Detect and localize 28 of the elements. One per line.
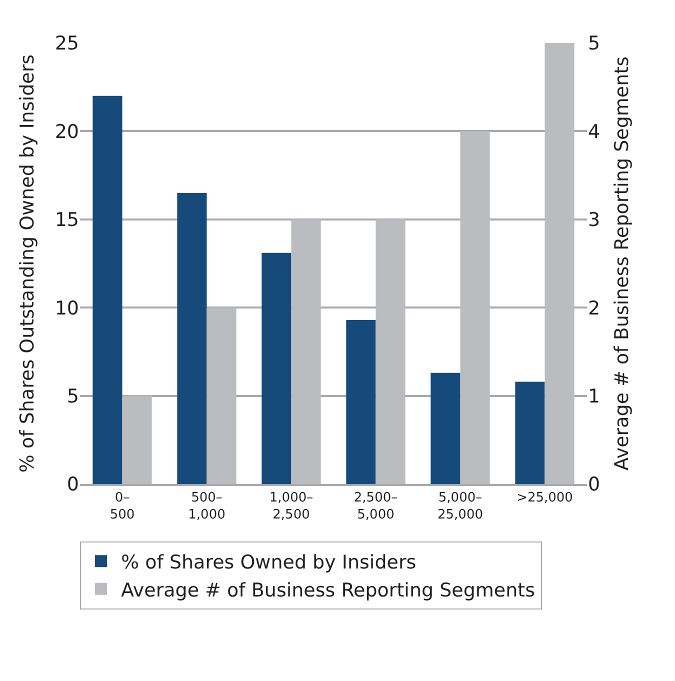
x-tick-label: 5,000– 25,000 [438, 490, 483, 522]
y-tick-label: 20 [54, 120, 79, 143]
bar [92, 96, 122, 484]
y-tick-label: 15 [54, 209, 79, 232]
y2-tick-label: 0 [588, 474, 600, 496]
bar [515, 382, 545, 484]
x-tick-label: 500– 1,000 [188, 490, 226, 522]
legend-label: % of Shares Owned by Insiders [121, 552, 416, 574]
x-tick-label: 2,500– 5,000 [354, 490, 398, 522]
legend-label: Average # of Business Reporting Segments [121, 579, 536, 602]
y-tick-label: 5 [66, 385, 79, 408]
y-tick-label: 25 [54, 32, 79, 55]
bar [544, 43, 574, 484]
bar [430, 372, 460, 484]
y2-tick-label: 2 [588, 297, 600, 320]
y-tick-label: 0 [66, 474, 79, 496]
y-tick-label: 10 [54, 297, 79, 320]
y2-tick-label: 4 [588, 120, 600, 143]
bar [460, 131, 490, 484]
y2-tick-label: 1 [588, 385, 600, 408]
x-tick-label: >25,000 [516, 490, 573, 506]
x-tick-label: 0– 500 [110, 490, 135, 522]
y2-tick-label: 5 [588, 32, 600, 55]
y2-axis-title: Average # of Business Reporting Segments [610, 56, 633, 471]
y-axis-title: % of Shares Outstanding Owned by Insiders [16, 54, 39, 473]
y2-tick-label: 3 [588, 209, 600, 232]
bar [122, 396, 152, 484]
x-tick-label: 1,000– 2,500 [269, 490, 314, 522]
